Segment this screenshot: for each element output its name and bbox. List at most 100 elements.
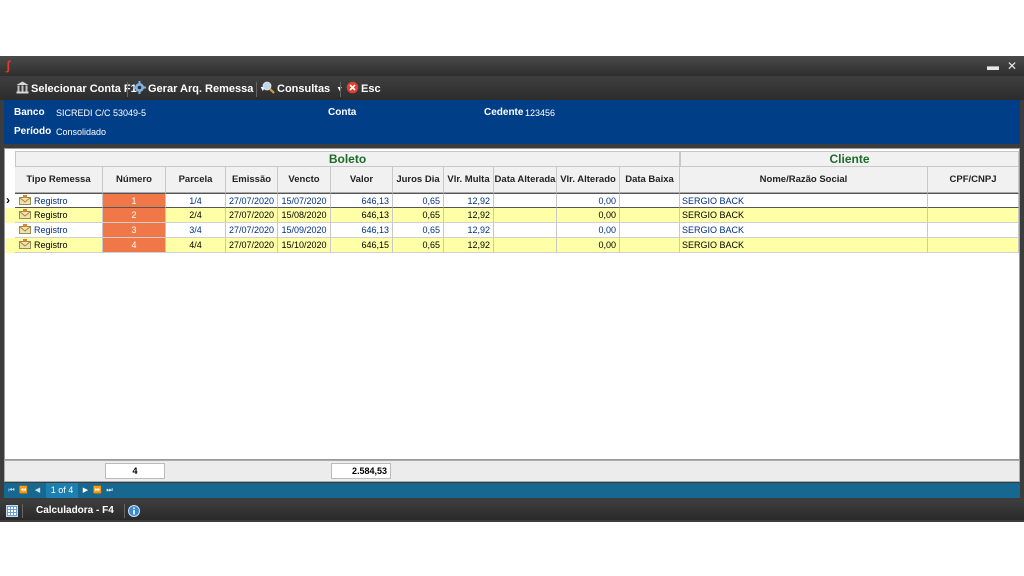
cell-tipo[interactable]: Registro: [15, 238, 103, 253]
cell-cpf[interactable]: [928, 223, 1019, 238]
cell-data-baixa[interactable]: [620, 223, 680, 238]
cell-cpf[interactable]: [928, 238, 1019, 253]
cell-vencto[interactable]: 15/07/2020: [278, 193, 331, 208]
close-icon[interactable]: ✕: [1006, 59, 1018, 73]
chevron-down-icon[interactable]: ▼: [336, 86, 343, 93]
cell-data-baixa[interactable]: [620, 238, 680, 253]
chevron-down-icon[interactable]: ▼: [259, 86, 267, 93]
boleto-grid[interactable]: Boleto Cliente Tipo Remessa Número Parce…: [4, 148, 1020, 460]
cell-emissao[interactable]: 27/07/2020: [226, 238, 278, 253]
cell-tipo[interactable]: Registro: [15, 223, 103, 238]
cell-cpf[interactable]: [928, 208, 1019, 223]
cell-numero[interactable]: 2: [103, 208, 166, 223]
cell-tipo[interactable]: Registro: [15, 193, 103, 208]
cell-parcela[interactable]: 3/4: [166, 223, 226, 238]
cell-numero[interactable]: 1: [103, 193, 166, 208]
envelope-icon: [19, 209, 31, 219]
cell-multa[interactable]: 12,92: [444, 238, 494, 253]
cell-vencto[interactable]: 15/08/2020: [278, 208, 331, 223]
cell-vlr-alterado[interactable]: 0,00: [557, 238, 620, 253]
table-row[interactable]: Registro 3 3/4 27/07/2020 15/09/2020 646,13 0,…: [5, 223, 1019, 238]
cell-emissao[interactable]: 27/07/2020: [226, 193, 278, 208]
cell-valor[interactable]: 646,13: [331, 223, 393, 238]
bank-label: Banco: [14, 107, 45, 118]
cedente-value: 123456: [525, 108, 556, 118]
cell-numero[interactable]: 4: [103, 238, 166, 253]
cell-emissao[interactable]: 27/07/2020: [226, 208, 278, 223]
cell-vlr-alterado[interactable]: 0,00: [557, 193, 620, 208]
account-info-panel: Banco SICREDI C/C 53049-5 Conta Cedente …: [4, 100, 1020, 144]
cell-data-baixa[interactable]: [620, 208, 680, 223]
cell-data-alterada[interactable]: [494, 238, 557, 253]
cell-emissao[interactable]: 27/07/2020: [226, 223, 278, 238]
grid-footer: 4 2.584,53: [4, 460, 1020, 482]
cell-vencto[interactable]: 15/09/2020: [278, 223, 331, 238]
next-page-icon[interactable]: ▶: [82, 487, 89, 494]
cell-data-alterada[interactable]: [494, 223, 557, 238]
col-header-nome[interactable]: Nome/Razão Social: [680, 167, 928, 193]
cell-nome[interactable]: SERGIO BACK: [680, 208, 928, 223]
table-row[interactable]: › Registro 1 1/4 27/07/2020 15/07/2020 646,13 0…: [5, 193, 1019, 208]
group-header-boleto: Boleto: [15, 151, 680, 167]
col-header-numero[interactable]: Número: [103, 167, 166, 193]
period-value: Consolidado: [56, 127, 107, 137]
select-account-button[interactable]: Selecionar Conta F1: [16, 81, 137, 97]
cell-cpf[interactable]: [928, 193, 1019, 208]
col-header-parcela[interactable]: Parcela: [166, 167, 226, 193]
col-header-vencto[interactable]: Vencto: [278, 167, 331, 193]
status-divider: [22, 504, 23, 518]
col-header-multa[interactable]: Vlr. Multa: [444, 167, 494, 193]
first-page-icon[interactable]: ⏮: [8, 487, 15, 494]
cell-valor[interactable]: 646,15: [331, 238, 393, 253]
cell-parcela[interactable]: 2/4: [166, 208, 226, 223]
col-header-data-baixa[interactable]: Data Baixa: [620, 167, 680, 193]
toolbar-divider: [127, 82, 128, 97]
cell-nome[interactable]: SERGIO BACK: [680, 223, 928, 238]
generate-file-button[interactable]: Gerar Arq. Remessa ▼: [133, 81, 266, 97]
cell-vencto[interactable]: 15/10/2020: [278, 238, 331, 253]
cell-juros[interactable]: 0,65: [393, 193, 444, 208]
calculator-shortcut[interactable]: Calculadora - F4: [36, 505, 114, 516]
last-page-icon[interactable]: ⏭: [106, 487, 113, 494]
col-header-juros[interactable]: Juros Dia: [393, 167, 444, 193]
prev-fast-icon[interactable]: ⏪: [19, 487, 28, 494]
col-header-cpf[interactable]: CPF/CNPJ: [928, 167, 1019, 193]
cell-numero[interactable]: 3: [103, 223, 166, 238]
col-header-valor[interactable]: Valor: [331, 167, 393, 193]
cell-juros[interactable]: 0,65: [393, 223, 444, 238]
period-label: Período: [14, 126, 52, 137]
account-label: Conta: [328, 107, 357, 118]
prev-page-icon[interactable]: ◀: [34, 487, 41, 494]
maximize-icon[interactable]: ▬: [987, 59, 999, 73]
cell-multa[interactable]: 12,92: [444, 223, 494, 238]
footer-count: 4: [105, 463, 165, 479]
cell-valor[interactable]: 646,13: [331, 193, 393, 208]
info-icon[interactable]: [128, 505, 140, 517]
col-header-tipo[interactable]: Tipo Remessa: [15, 167, 103, 193]
esc-button[interactable]: Esc: [346, 81, 381, 97]
table-row[interactable]: Registro 2 2/4 27/07/2020 15/08/2020 646,13 0,…: [5, 208, 1019, 223]
cell-nome[interactable]: SERGIO BACK: [680, 238, 928, 253]
col-header-vlr-alterado[interactable]: Vlr. Alterado: [557, 167, 620, 193]
cell-juros[interactable]: 0,65: [393, 238, 444, 253]
cell-multa[interactable]: 12,92: [444, 193, 494, 208]
cell-data-alterada[interactable]: [494, 193, 557, 208]
tipo-label: Registro: [34, 225, 68, 235]
col-header-emissao[interactable]: Emissão: [226, 167, 278, 193]
cell-multa[interactable]: 12,92: [444, 208, 494, 223]
next-fast-icon[interactable]: ⏩: [93, 487, 102, 494]
table-row[interactable]: Registro 4 4/4 27/07/2020 15/10/2020 646,15 0,…: [5, 238, 1019, 253]
col-header-data-alterada[interactable]: Data Alterada: [494, 167, 557, 193]
cell-parcela[interactable]: 1/4: [166, 193, 226, 208]
cell-tipo[interactable]: Registro: [15, 208, 103, 223]
cell-juros[interactable]: 0,65: [393, 208, 444, 223]
cell-vlr-alterado[interactable]: 0,00: [557, 223, 620, 238]
cell-data-alterada[interactable]: [494, 208, 557, 223]
calculator-icon[interactable]: [6, 505, 18, 517]
queries-button[interactable]: Consultas ▼: [262, 81, 343, 97]
cell-valor[interactable]: 646,13: [331, 208, 393, 223]
cell-parcela[interactable]: 4/4: [166, 238, 226, 253]
cell-data-baixa[interactable]: [620, 193, 680, 208]
cell-vlr-alterado[interactable]: 0,00: [557, 208, 620, 223]
cell-nome[interactable]: SERGIO BACK: [680, 193, 928, 208]
